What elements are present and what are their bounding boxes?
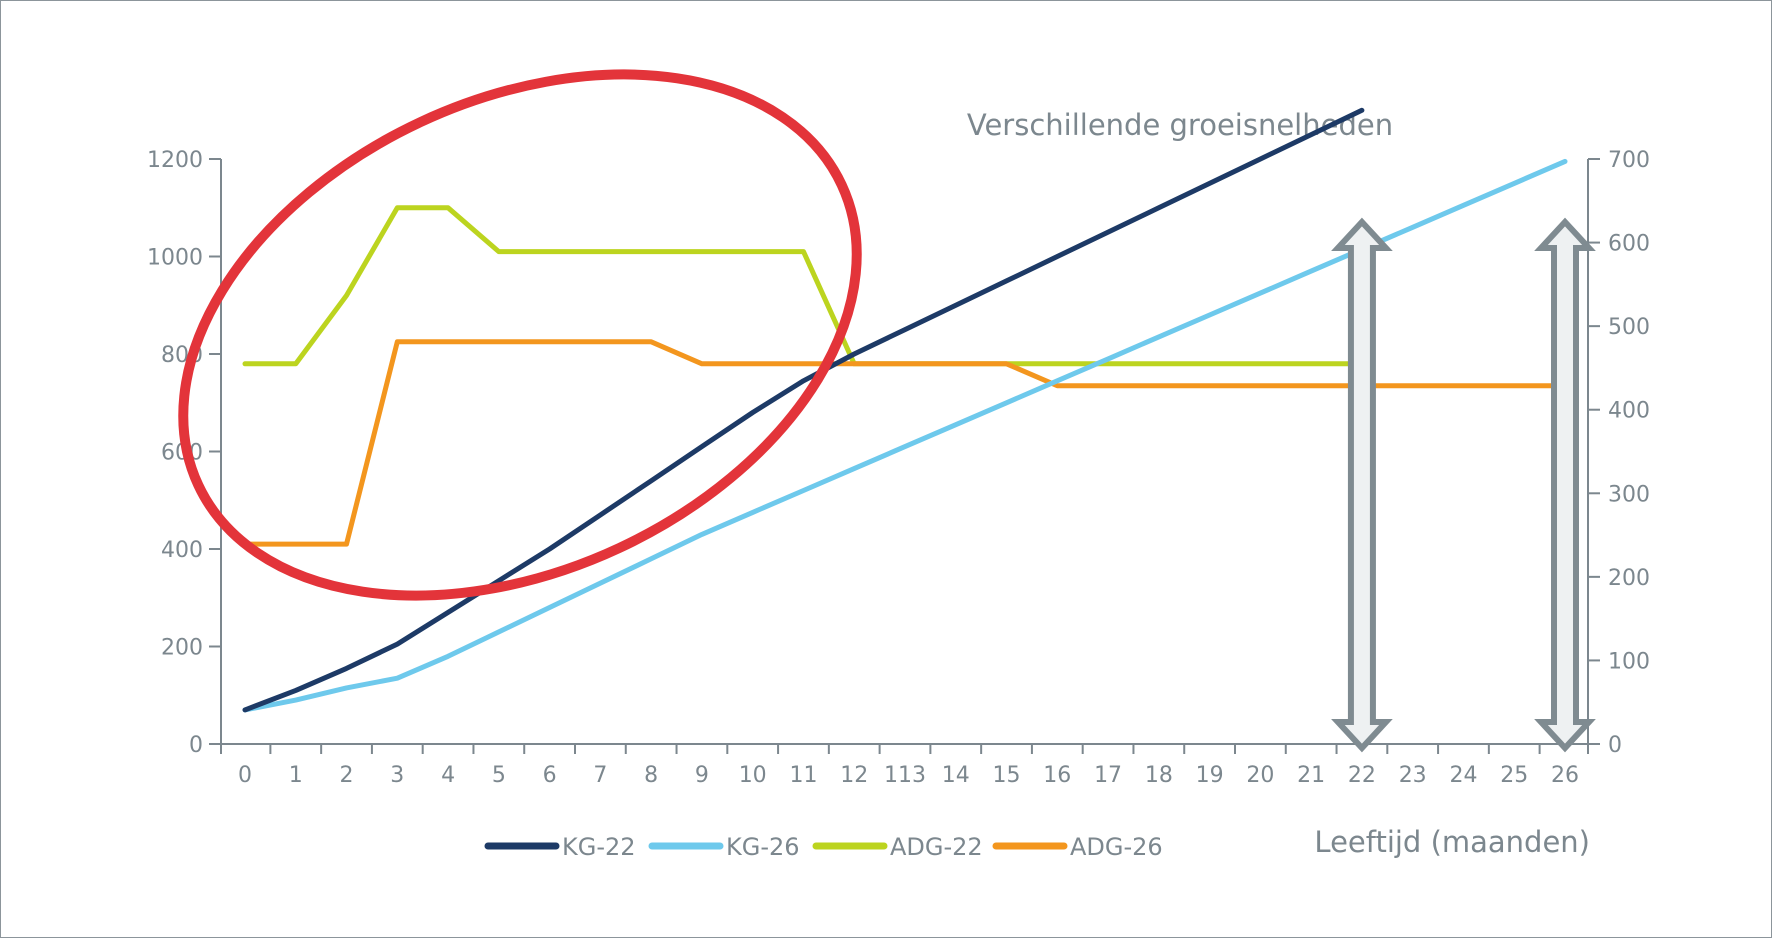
x-tick-label: 19 xyxy=(1196,763,1224,788)
chart-title: Verschillende groeisnelheden xyxy=(967,108,1393,142)
legend-label-kg-26: KG-26 xyxy=(726,833,800,861)
x-tick-label: 2 xyxy=(340,763,354,788)
x-tick-label: 11 xyxy=(789,763,817,788)
series-line-adg-22 xyxy=(242,205,1365,367)
red-ellipse xyxy=(178,69,862,601)
x-tick-label: 10 xyxy=(739,763,767,788)
y-tick-label-right: 600 xyxy=(1608,232,1650,257)
x-tick-label: 8 xyxy=(644,763,658,788)
x-tick-label: 23 xyxy=(1399,763,1427,788)
x-tick-label: 4 xyxy=(441,763,455,788)
y-tick-label-left: 200 xyxy=(161,636,203,661)
legend-label-kg-22: KG-22 xyxy=(562,833,636,861)
y-tick-label-right: 700 xyxy=(1608,148,1650,173)
x-tick-label: 1 xyxy=(289,763,303,788)
x-tick-label: 3 xyxy=(390,763,404,788)
y-tick-label-right: 100 xyxy=(1608,649,1650,674)
x-tick-label: 25 xyxy=(1500,763,1528,788)
x-tick-label: 12 xyxy=(840,763,868,788)
y-tick-label-right: 500 xyxy=(1608,315,1650,340)
legend-label-adg-22: ADG-22 xyxy=(890,833,983,861)
y-tick-label-left: 400 xyxy=(161,538,203,563)
highlight-ellipse xyxy=(178,69,862,601)
x-tick-label: 22 xyxy=(1348,763,1376,788)
series-line-kg-22 xyxy=(242,107,1365,713)
legend: KG-22 KG-26 ADG-22 ADG-26 xyxy=(484,833,1163,861)
x-tick-label: 26 xyxy=(1551,763,1579,788)
y-tick-label-left: 1200 xyxy=(147,148,203,173)
y-tick-label-right: 0 xyxy=(1608,733,1622,758)
x-axis-label: Leeftijd (maanden) xyxy=(1314,825,1590,859)
series-line-adg-26 xyxy=(242,339,1568,547)
x-tick-label: 6 xyxy=(543,763,557,788)
double-arrow-22 xyxy=(1331,217,1393,753)
x-tick-label: 17 xyxy=(1094,763,1122,788)
x-tick-label: 5 xyxy=(492,763,506,788)
series-line-kg-26 xyxy=(242,158,1568,713)
range-arrows xyxy=(1331,217,1596,753)
y-tick-label-left: 0 xyxy=(189,733,203,758)
y-tick-label-right: 200 xyxy=(1608,566,1650,591)
x-tick-label: 21 xyxy=(1297,763,1325,788)
x-tick-label: 14 xyxy=(942,763,970,788)
y-tick-label-left: 1000 xyxy=(147,246,203,271)
x-tick-label: 9 xyxy=(695,763,709,788)
y-tick-label-right: 300 xyxy=(1608,482,1650,507)
x-tick-label: 113 xyxy=(884,763,926,788)
x-tick-label: 15 xyxy=(993,763,1021,788)
x-tick-label: 18 xyxy=(1145,763,1173,788)
x-tick-label: 7 xyxy=(593,763,607,788)
series-lines xyxy=(242,107,1568,713)
double-arrow-26 xyxy=(1534,217,1596,753)
x-tick-label: 16 xyxy=(1043,763,1071,788)
axes: 0200400600800100012000100200300400500600… xyxy=(147,148,1650,788)
x-tick-label: 20 xyxy=(1246,763,1274,788)
x-tick-label: 24 xyxy=(1449,763,1477,788)
legend-label-adg-26: ADG-26 xyxy=(1070,833,1163,861)
y-tick-label-right: 400 xyxy=(1608,399,1650,424)
x-tick-label: 0 xyxy=(238,763,252,788)
